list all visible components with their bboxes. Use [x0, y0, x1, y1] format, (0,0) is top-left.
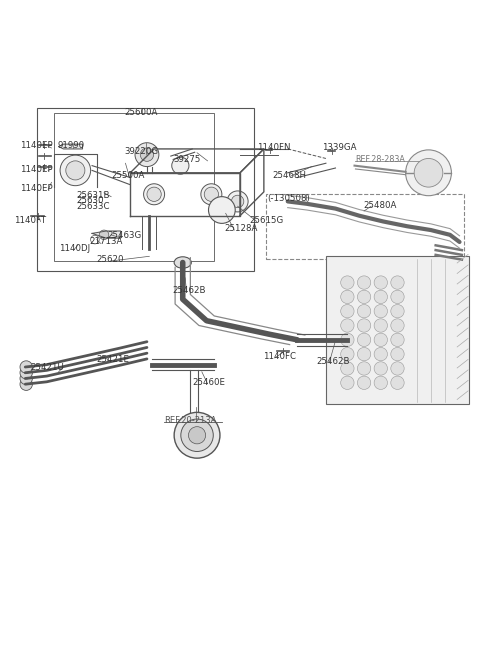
- Text: 25631B: 25631B: [77, 191, 110, 200]
- Circle shape: [406, 150, 451, 196]
- Circle shape: [204, 187, 218, 201]
- Bar: [54, 113, 214, 261]
- Text: 1339GA: 1339GA: [322, 143, 357, 152]
- Text: 25620: 25620: [97, 255, 124, 264]
- Circle shape: [358, 376, 371, 389]
- Circle shape: [135, 143, 159, 167]
- Circle shape: [172, 157, 189, 174]
- Circle shape: [341, 305, 354, 318]
- Circle shape: [20, 367, 33, 379]
- Bar: [326, 256, 469, 404]
- Text: 25421E: 25421E: [96, 355, 129, 365]
- Circle shape: [341, 319, 354, 332]
- Circle shape: [374, 362, 387, 375]
- Text: 1140EP: 1140EP: [20, 165, 52, 174]
- Circle shape: [341, 362, 354, 375]
- Circle shape: [391, 376, 404, 389]
- Circle shape: [20, 378, 33, 391]
- Text: 25128A: 25128A: [225, 224, 258, 233]
- Text: 25460E: 25460E: [192, 378, 225, 387]
- Circle shape: [391, 333, 404, 346]
- Text: 25480A: 25480A: [363, 201, 396, 210]
- Text: 25462B: 25462B: [316, 357, 350, 366]
- Circle shape: [189, 426, 205, 444]
- Polygon shape: [92, 231, 120, 238]
- Circle shape: [374, 348, 387, 361]
- Text: 25600A: 25600A: [124, 107, 158, 117]
- Circle shape: [358, 305, 371, 318]
- Circle shape: [358, 362, 371, 375]
- Text: 25633C: 25633C: [77, 202, 110, 211]
- Text: 25500A: 25500A: [111, 171, 144, 180]
- Ellipse shape: [174, 256, 192, 268]
- Text: 1140FN: 1140FN: [257, 143, 290, 152]
- Text: 39220G: 39220G: [124, 147, 158, 156]
- Circle shape: [140, 148, 154, 161]
- Circle shape: [391, 290, 404, 303]
- Text: 25463G: 25463G: [108, 231, 142, 240]
- Circle shape: [374, 276, 387, 289]
- Circle shape: [358, 319, 371, 332]
- Text: 25630: 25630: [77, 196, 104, 205]
- Circle shape: [391, 305, 404, 318]
- Circle shape: [374, 376, 387, 389]
- Circle shape: [391, 362, 404, 375]
- Circle shape: [66, 161, 85, 180]
- Circle shape: [341, 348, 354, 361]
- Circle shape: [227, 191, 248, 212]
- Bar: [37, 108, 254, 271]
- Circle shape: [208, 197, 235, 223]
- Circle shape: [358, 276, 371, 289]
- Circle shape: [144, 184, 165, 205]
- Text: 1140EP: 1140EP: [20, 141, 52, 150]
- Circle shape: [20, 361, 33, 373]
- Text: 1140EP: 1140EP: [20, 184, 52, 193]
- Text: REF.20-213A: REF.20-213A: [164, 417, 216, 426]
- Circle shape: [341, 376, 354, 389]
- Circle shape: [174, 412, 220, 458]
- Text: 39275: 39275: [173, 155, 201, 164]
- Circle shape: [374, 305, 387, 318]
- Text: 1140FC: 1140FC: [263, 352, 296, 361]
- Text: 25462B: 25462B: [172, 286, 206, 295]
- Circle shape: [341, 333, 354, 346]
- Circle shape: [391, 348, 404, 361]
- Circle shape: [414, 158, 443, 187]
- Text: 91990: 91990: [58, 141, 85, 150]
- Text: 25468H: 25468H: [273, 171, 306, 180]
- Text: 25615G: 25615G: [250, 216, 284, 225]
- Circle shape: [391, 319, 404, 332]
- Text: 1140FT: 1140FT: [14, 216, 47, 225]
- Circle shape: [60, 155, 91, 186]
- Polygon shape: [59, 144, 83, 149]
- Text: REF.28-283A: REF.28-283A: [356, 155, 406, 164]
- Bar: [266, 194, 464, 258]
- Circle shape: [374, 290, 387, 303]
- Circle shape: [374, 319, 387, 332]
- Circle shape: [391, 276, 404, 289]
- Circle shape: [99, 230, 109, 240]
- Circle shape: [358, 348, 371, 361]
- Circle shape: [20, 372, 33, 385]
- Circle shape: [341, 276, 354, 289]
- Circle shape: [201, 184, 222, 205]
- Text: 1140DJ: 1140DJ: [59, 243, 90, 253]
- Circle shape: [147, 187, 161, 201]
- Circle shape: [358, 290, 371, 303]
- Text: 21713A: 21713A: [90, 238, 123, 247]
- Circle shape: [341, 290, 354, 303]
- Circle shape: [231, 195, 244, 208]
- Text: 25421U: 25421U: [30, 363, 64, 372]
- Circle shape: [358, 333, 371, 346]
- Ellipse shape: [338, 330, 352, 350]
- Text: (-130508): (-130508): [268, 193, 311, 202]
- Circle shape: [374, 333, 387, 346]
- Circle shape: [181, 419, 213, 452]
